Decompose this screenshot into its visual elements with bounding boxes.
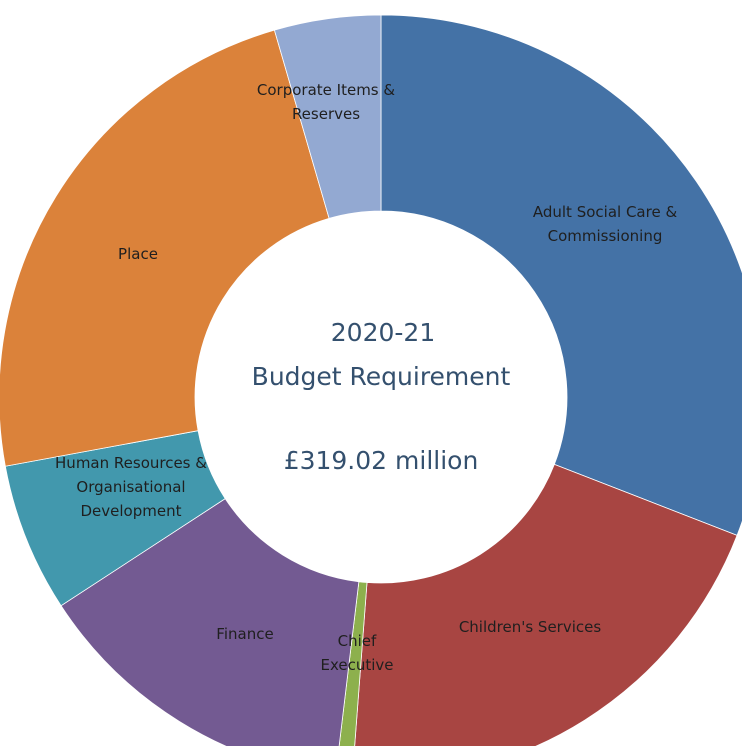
slice-corporate-items-reserves: [273, 14, 382, 219]
slice-label-line: Chief: [338, 632, 377, 650]
slice-label-line: Children's Services: [459, 618, 602, 636]
slice-label-line: Place: [118, 245, 158, 263]
slice-place: [0, 29, 330, 467]
slice-label-adult-social-care-commissioning: Adult Social Care & Commissioning: [533, 203, 678, 245]
center-title-line-2: Budget Requirement: [252, 362, 511, 391]
slice-label-line: Commissioning: [548, 227, 663, 245]
slice-label-place: Place: [118, 245, 158, 263]
slice-label-line: Organisational: [76, 478, 185, 496]
slice-label-line: Corporate Items &: [257, 81, 395, 99]
center-title-line-1: 2020-21: [331, 318, 435, 347]
slice-label-line: Development: [81, 502, 182, 520]
slice-labels: Adult Social Care & Commissioning Children…: [55, 81, 677, 674]
center-total: £319.02 million: [284, 446, 479, 475]
slices-group: [0, 14, 742, 746]
slice-label-human-resources-organisational-development: Human Resources & Organisational Developme…: [55, 454, 207, 520]
slice-label-line: Finance: [216, 625, 273, 643]
donut-hole: [195, 211, 567, 583]
slice-label-children-s-services: Children's Services: [459, 618, 602, 636]
slice-label-line: Adult Social Care &: [533, 203, 678, 221]
slice-label-finance: Finance: [216, 625, 273, 643]
slice-label-line: Executive: [320, 656, 393, 674]
center-text-group: 2020-21 Budget Requirement £319.02 milli…: [252, 318, 511, 475]
slice-label-line: Reserves: [292, 105, 360, 123]
slice-label-corporate-items-reserves: Corporate Items & Reserves: [257, 81, 395, 123]
slice-label-chief-executive: Chief Executive: [320, 632, 393, 674]
slice-label-line: Human Resources &: [55, 454, 207, 472]
